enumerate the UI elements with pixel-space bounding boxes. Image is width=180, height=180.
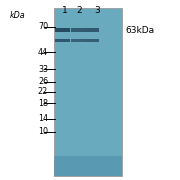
Text: kDa: kDa <box>10 10 25 19</box>
Text: 10: 10 <box>38 127 48 136</box>
Text: 1: 1 <box>62 6 68 15</box>
Bar <box>86 28 99 32</box>
Bar <box>54 8 122 176</box>
Bar <box>71 28 86 32</box>
Text: 44: 44 <box>38 48 48 57</box>
Text: 3: 3 <box>94 6 100 15</box>
Bar <box>54 156 122 176</box>
Text: 33: 33 <box>38 65 48 74</box>
Bar <box>86 39 99 42</box>
Text: 18: 18 <box>38 99 48 108</box>
Text: 26: 26 <box>38 77 48 86</box>
Text: 63kDa: 63kDa <box>126 26 155 35</box>
Text: 22: 22 <box>38 87 48 96</box>
Bar <box>55 28 70 32</box>
Text: 14: 14 <box>38 114 48 123</box>
Text: 2: 2 <box>76 6 82 15</box>
Bar <box>71 39 86 42</box>
Text: 70: 70 <box>38 22 48 31</box>
Bar <box>55 39 70 42</box>
